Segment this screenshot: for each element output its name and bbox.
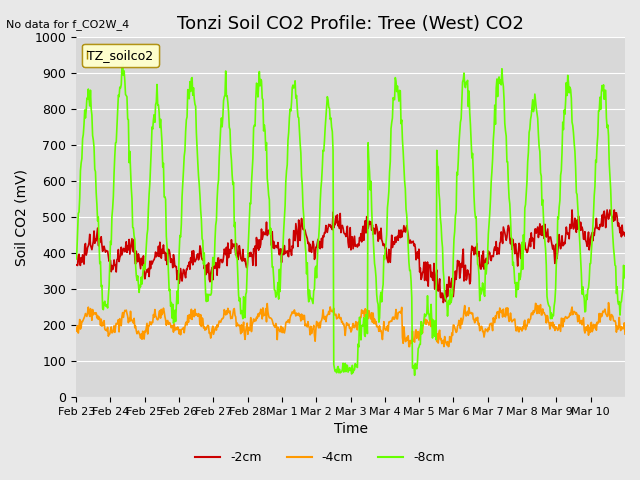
-4cm [605, 300, 612, 306]
-2cm [137, 266, 145, 272]
-4cm [408, 339, 415, 345]
-2cm [407, 240, 415, 246]
Line: -4cm: -4cm [76, 303, 625, 347]
-2cm [440, 300, 447, 305]
-4cm [285, 320, 293, 325]
-4cm [621, 331, 629, 337]
X-axis label: Time: Time [333, 422, 367, 436]
-4cm [137, 335, 145, 341]
Line: -2cm: -2cm [76, 210, 625, 302]
-8cm [411, 372, 419, 378]
-2cm [568, 207, 576, 213]
-8cm [238, 311, 246, 316]
-8cm [119, 61, 127, 67]
Legend: -2cm, -4cm, -8cm: -2cm, -4cm, -8cm [190, 446, 450, 469]
-4cm [438, 338, 446, 344]
-8cm [72, 256, 80, 262]
Legend: TZ_soilco2: TZ_soilco2 [83, 44, 159, 67]
-4cm [237, 322, 245, 328]
-8cm [440, 268, 447, 274]
-8cm [286, 106, 294, 112]
-4cm [72, 325, 80, 331]
Line: -8cm: -8cm [76, 64, 625, 375]
-2cm [438, 290, 445, 296]
-8cm [621, 264, 629, 269]
Title: Tonzi Soil CO2 Profile: Tree (West) CO2: Tonzi Soil CO2 Profile: Tree (West) CO2 [177, 15, 524, 33]
-2cm [72, 262, 80, 268]
-2cm [621, 233, 629, 239]
-8cm [138, 274, 145, 280]
Text: No data for f_CO2W_4: No data for f_CO2W_4 [6, 19, 130, 30]
-8cm [408, 295, 415, 300]
-2cm [237, 257, 245, 263]
-4cm [265, 313, 273, 319]
-4cm [405, 344, 413, 349]
-8cm [266, 197, 273, 203]
-2cm [265, 228, 273, 233]
-2cm [285, 236, 293, 242]
Y-axis label: Soil CO2 (mV): Soil CO2 (mV) [15, 168, 29, 265]
